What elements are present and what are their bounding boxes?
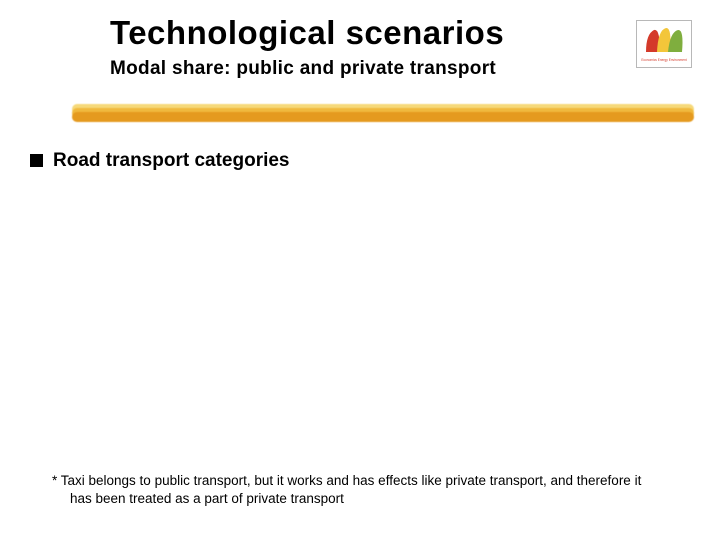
bullet-text: Road transport categories [53, 150, 290, 172]
slide-title: Technological scenarios [110, 14, 702, 52]
footnote-line1: * Taxi belongs to public transport, but … [52, 473, 641, 488]
logo-icon: Economics Energy Environment [640, 24, 688, 64]
title-underline [72, 104, 694, 122]
logo-label: Economics Energy Environment [641, 58, 686, 62]
footnote-line2: has been treated as a part of private tr… [52, 490, 680, 508]
logo-bar-green [668, 30, 683, 52]
logo-badge: Economics Energy Environment [636, 20, 692, 68]
bullet-square-icon [30, 154, 43, 167]
title-block: Technological scenarios Modal share: pub… [110, 14, 702, 80]
footnote: * Taxi belongs to public transport, but … [52, 472, 680, 508]
slide: Technological scenarios Modal share: pub… [0, 0, 720, 540]
body-area: Road transport categories [30, 150, 680, 172]
underline-bottom [72, 112, 694, 122]
slide-subtitle: Modal share: public and private transpor… [110, 58, 702, 80]
bullet-item: Road transport categories [30, 150, 680, 172]
